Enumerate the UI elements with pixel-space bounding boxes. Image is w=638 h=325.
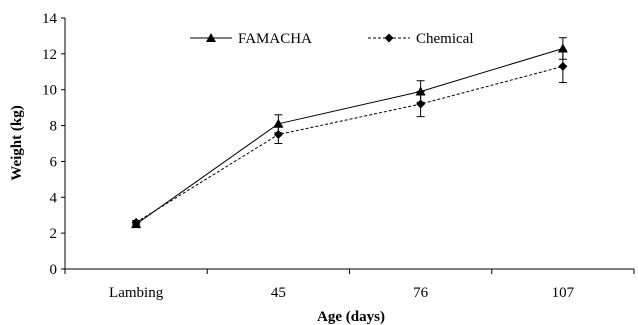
legend: FAMACHA Chemical	[190, 31, 473, 47]
data-point-chemical	[416, 99, 426, 109]
x-axis-title: Age (days)	[317, 309, 385, 325]
x-tick-label: Lambing	[109, 285, 164, 301]
legend-label-famacha: FAMACHA	[238, 31, 312, 47]
axes	[64, 18, 634, 270]
x-tick-label: 76	[413, 285, 429, 301]
y-tick-label: 6	[50, 154, 58, 170]
y-tick-label: 4	[50, 190, 58, 206]
axis-ticks: 0 2 4 6 8 10 12 14 Lambing 45 76 107	[42, 11, 635, 301]
legend-marker-famacha	[206, 33, 216, 42]
legend-label-chemical: Chemical	[416, 31, 473, 47]
y-tick-label: 12	[42, 47, 57, 63]
y-axis-title: Weight (kg)	[9, 105, 25, 180]
series-famacha	[131, 37, 568, 229]
legend-marker-chemical	[384, 33, 394, 43]
data-point-chemical	[131, 217, 141, 227]
series-chemical	[131, 49, 568, 227]
series-line-chemical	[135, 65, 564, 223]
data-point-chemical	[273, 130, 283, 140]
y-tick-label: 10	[42, 83, 57, 99]
y-tick-label: 0	[50, 262, 58, 278]
y-tick-label: 14	[42, 11, 58, 27]
legend-item-famacha: FAMACHA	[190, 31, 312, 47]
x-tick-label: 45	[271, 285, 286, 301]
series-layer	[131, 37, 568, 229]
y-tick-label: 2	[50, 226, 58, 242]
y-tick-label: 8	[50, 119, 58, 135]
data-point-chemical	[558, 61, 568, 71]
x-tick-label: 107	[552, 285, 575, 301]
legend-item-chemical: Chemical	[368, 31, 473, 47]
series-line-famacha	[135, 47, 564, 225]
